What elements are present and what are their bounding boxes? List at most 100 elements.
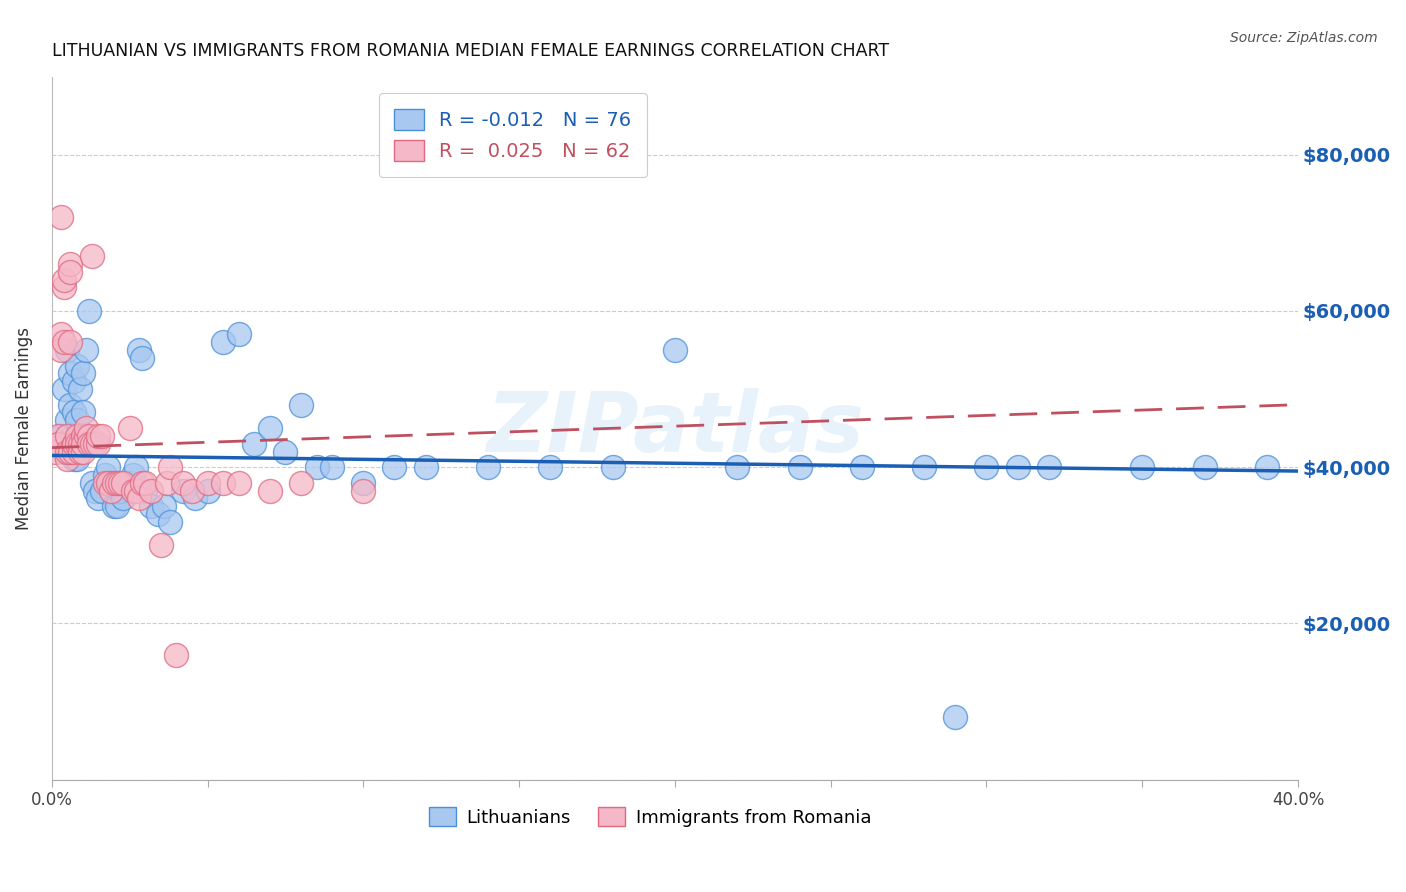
Point — [851, 460, 873, 475]
Point — [100, 475, 122, 490]
Point — [1007, 460, 1029, 475]
Point — [725, 460, 748, 475]
Point — [90, 483, 112, 498]
Point — [72, 405, 94, 419]
Point — [103, 475, 125, 490]
Point — [105, 475, 128, 490]
Point — [75, 343, 97, 357]
Point — [128, 491, 150, 506]
Point — [62, 444, 84, 458]
Point — [212, 335, 235, 350]
Point — [82, 475, 104, 490]
Point — [62, 374, 84, 388]
Point — [121, 467, 143, 482]
Point — [105, 500, 128, 514]
Point — [131, 475, 153, 490]
Point — [384, 460, 406, 475]
Point — [75, 429, 97, 443]
Point — [59, 265, 82, 279]
Point — [100, 483, 122, 498]
Point — [146, 507, 169, 521]
Point — [66, 452, 89, 467]
Point — [1256, 460, 1278, 475]
Point — [197, 475, 219, 490]
Point — [53, 382, 76, 396]
Point — [197, 483, 219, 498]
Point — [66, 359, 89, 373]
Point — [66, 436, 89, 450]
Point — [56, 413, 79, 427]
Point — [75, 436, 97, 450]
Point — [93, 475, 115, 490]
Point — [165, 648, 187, 662]
Point — [62, 452, 84, 467]
Point — [212, 475, 235, 490]
Point — [62, 436, 84, 450]
Point — [75, 421, 97, 435]
Point — [49, 327, 72, 342]
Point — [53, 280, 76, 294]
Point — [72, 436, 94, 450]
Point — [602, 460, 624, 475]
Point — [305, 460, 328, 475]
Point — [149, 538, 172, 552]
Point — [56, 429, 79, 443]
Point — [274, 444, 297, 458]
Point — [44, 444, 66, 458]
Point — [56, 436, 79, 450]
Point — [112, 475, 135, 490]
Point — [87, 429, 110, 443]
Point — [134, 475, 156, 490]
Point — [69, 444, 91, 458]
Point — [66, 413, 89, 427]
Point — [62, 405, 84, 419]
Point — [664, 343, 686, 357]
Point — [159, 460, 181, 475]
Point — [243, 436, 266, 450]
Point — [477, 460, 499, 475]
Point — [110, 483, 132, 498]
Text: ZIPatlas: ZIPatlas — [486, 388, 863, 468]
Point — [1130, 460, 1153, 475]
Point — [84, 436, 107, 450]
Point — [125, 460, 148, 475]
Point — [141, 483, 163, 498]
Point — [1038, 460, 1060, 475]
Point — [59, 367, 82, 381]
Point — [49, 343, 72, 357]
Point — [184, 491, 207, 506]
Point — [59, 398, 82, 412]
Point — [110, 475, 132, 490]
Point — [976, 460, 998, 475]
Point — [59, 444, 82, 458]
Point — [352, 475, 374, 490]
Point — [118, 475, 141, 490]
Point — [69, 429, 91, 443]
Point — [82, 249, 104, 263]
Point — [56, 452, 79, 467]
Point — [141, 500, 163, 514]
Point — [46, 436, 69, 450]
Point — [181, 483, 204, 498]
Point — [77, 429, 100, 443]
Point — [228, 475, 250, 490]
Point — [93, 467, 115, 482]
Point — [82, 436, 104, 450]
Point — [77, 436, 100, 450]
Point — [62, 436, 84, 450]
Point — [56, 343, 79, 357]
Point — [53, 444, 76, 458]
Point — [56, 444, 79, 458]
Y-axis label: Median Female Earnings: Median Female Earnings — [15, 326, 32, 530]
Text: Source: ZipAtlas.com: Source: ZipAtlas.com — [1230, 31, 1378, 45]
Point — [912, 460, 935, 475]
Point — [59, 257, 82, 271]
Point — [72, 429, 94, 443]
Legend: Lithuanians, Immigrants from Romania: Lithuanians, Immigrants from Romania — [422, 799, 879, 834]
Point — [172, 475, 194, 490]
Point — [153, 500, 176, 514]
Point — [538, 460, 561, 475]
Point — [121, 483, 143, 498]
Point — [62, 429, 84, 443]
Point — [128, 343, 150, 357]
